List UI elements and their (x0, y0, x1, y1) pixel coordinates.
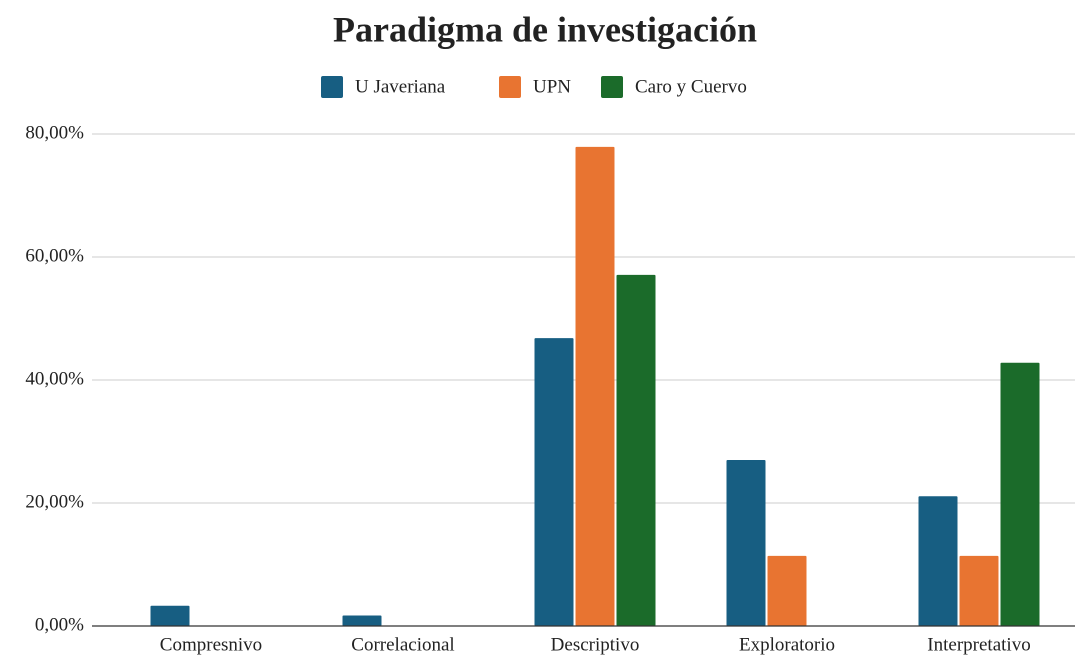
y-tick-label: 60,00% (25, 245, 84, 266)
x-tick-label: Exploratorio (739, 634, 835, 655)
x-tick-label: Interpretativo (927, 634, 1030, 655)
legend-swatch (499, 76, 521, 98)
x-tick-label: Compresnivo (160, 634, 262, 655)
y-tick-label: 20,00% (25, 491, 84, 512)
y-tick-label: 40,00% (25, 368, 84, 389)
y-tick-label: 0,00% (35, 614, 84, 635)
legend-swatch (321, 76, 343, 98)
bar (150, 605, 190, 626)
bar (534, 338, 574, 626)
bar (342, 615, 382, 626)
legend-label: Caro y Cuervo (635, 76, 747, 97)
bar (918, 496, 958, 626)
chart-title: Paradigma de investigación (333, 9, 757, 49)
legend-label: U Javeriana (355, 76, 446, 97)
bar (575, 146, 615, 627)
x-tick-label: Descriptivo (551, 634, 640, 655)
legend-label: UPN (533, 76, 571, 97)
bar (767, 555, 807, 626)
x-tick-label: Correlacional (351, 634, 454, 655)
legend-swatch (601, 76, 623, 98)
y-tick-label: 80,00% (25, 122, 84, 143)
bar (959, 555, 999, 626)
bar (616, 274, 656, 626)
bar (726, 459, 766, 626)
bar (1000, 362, 1040, 626)
